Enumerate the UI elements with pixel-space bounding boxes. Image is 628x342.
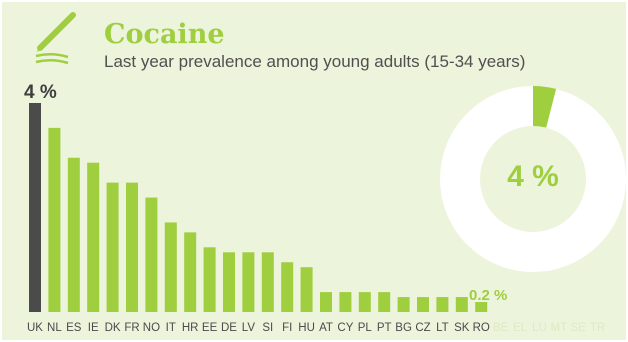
bar-ro xyxy=(475,302,488,312)
bar-at xyxy=(320,292,332,312)
bar-lt xyxy=(436,297,449,312)
bar-es xyxy=(67,157,80,312)
bar-it xyxy=(164,222,177,312)
tick-label-at: AT xyxy=(319,322,333,334)
bar-pl xyxy=(358,292,371,312)
tick-label-cy: CY xyxy=(337,322,353,334)
tick-label-tr: TR xyxy=(590,322,605,334)
bar-hu xyxy=(300,267,313,312)
tick-label-se: SE xyxy=(571,322,587,334)
tick-label-ro: RO xyxy=(473,322,490,334)
tick-label-fi: FI xyxy=(282,322,292,334)
tick-label-ie: IE xyxy=(88,322,99,334)
tick-label-hu: HU xyxy=(298,322,315,334)
bar-de xyxy=(223,252,235,312)
bar-cy xyxy=(339,292,352,312)
bar-fr xyxy=(126,182,138,312)
donut-slice xyxy=(533,86,557,128)
tick-label-nl: NL xyxy=(47,322,62,334)
bar-si xyxy=(261,252,274,312)
tick-label-es: ES xyxy=(66,322,82,334)
bar-ee xyxy=(203,247,216,312)
tick-label-cz: CZ xyxy=(415,322,430,334)
tick-label-el: EL xyxy=(513,322,528,334)
tick-label-it: IT xyxy=(166,322,176,334)
bar-pt xyxy=(378,292,391,312)
bar-fi xyxy=(281,262,294,312)
tick-label-de: DE xyxy=(221,322,237,334)
bar-no xyxy=(145,197,158,312)
tick-label-dk: DK xyxy=(105,322,121,334)
chart-title: Cocaine xyxy=(104,19,225,50)
bar-ie xyxy=(87,162,100,312)
tick-label-pl: PL xyxy=(358,322,373,334)
tick-label-be: BE xyxy=(493,322,509,334)
bar-cz xyxy=(417,297,429,312)
tick-label-ee: EE xyxy=(202,322,218,334)
bar-hr xyxy=(184,232,197,312)
bar-lv xyxy=(242,252,255,312)
tick-label-si: SI xyxy=(262,322,273,334)
bar-sk xyxy=(455,297,468,312)
bar-nl xyxy=(48,127,61,312)
tick-label-fr: FR xyxy=(124,322,139,334)
bar-uk xyxy=(29,103,41,312)
bar-dk xyxy=(106,182,119,312)
bar-bg xyxy=(397,297,410,312)
max-value-label: 4 % xyxy=(24,82,57,103)
donut-value-label: 4 % xyxy=(507,160,559,193)
tick-label-pt: PT xyxy=(377,322,392,334)
tick-label-hr: HR xyxy=(182,322,199,334)
tick-label-no: NO xyxy=(143,322,160,334)
min-value-label: 0.2 % xyxy=(469,287,508,304)
tick-label-lu: LU xyxy=(532,322,547,334)
tick-label-bg: BG xyxy=(395,322,412,334)
tick-label-mt: MT xyxy=(550,322,567,334)
tick-label-lv: LV xyxy=(242,322,256,334)
tick-label-lt: LT xyxy=(436,322,449,334)
tick-label-uk: UK xyxy=(27,322,43,334)
chart-subtitle: Last year prevalence among young adults … xyxy=(104,52,526,71)
tick-label-sk: SK xyxy=(454,322,470,334)
